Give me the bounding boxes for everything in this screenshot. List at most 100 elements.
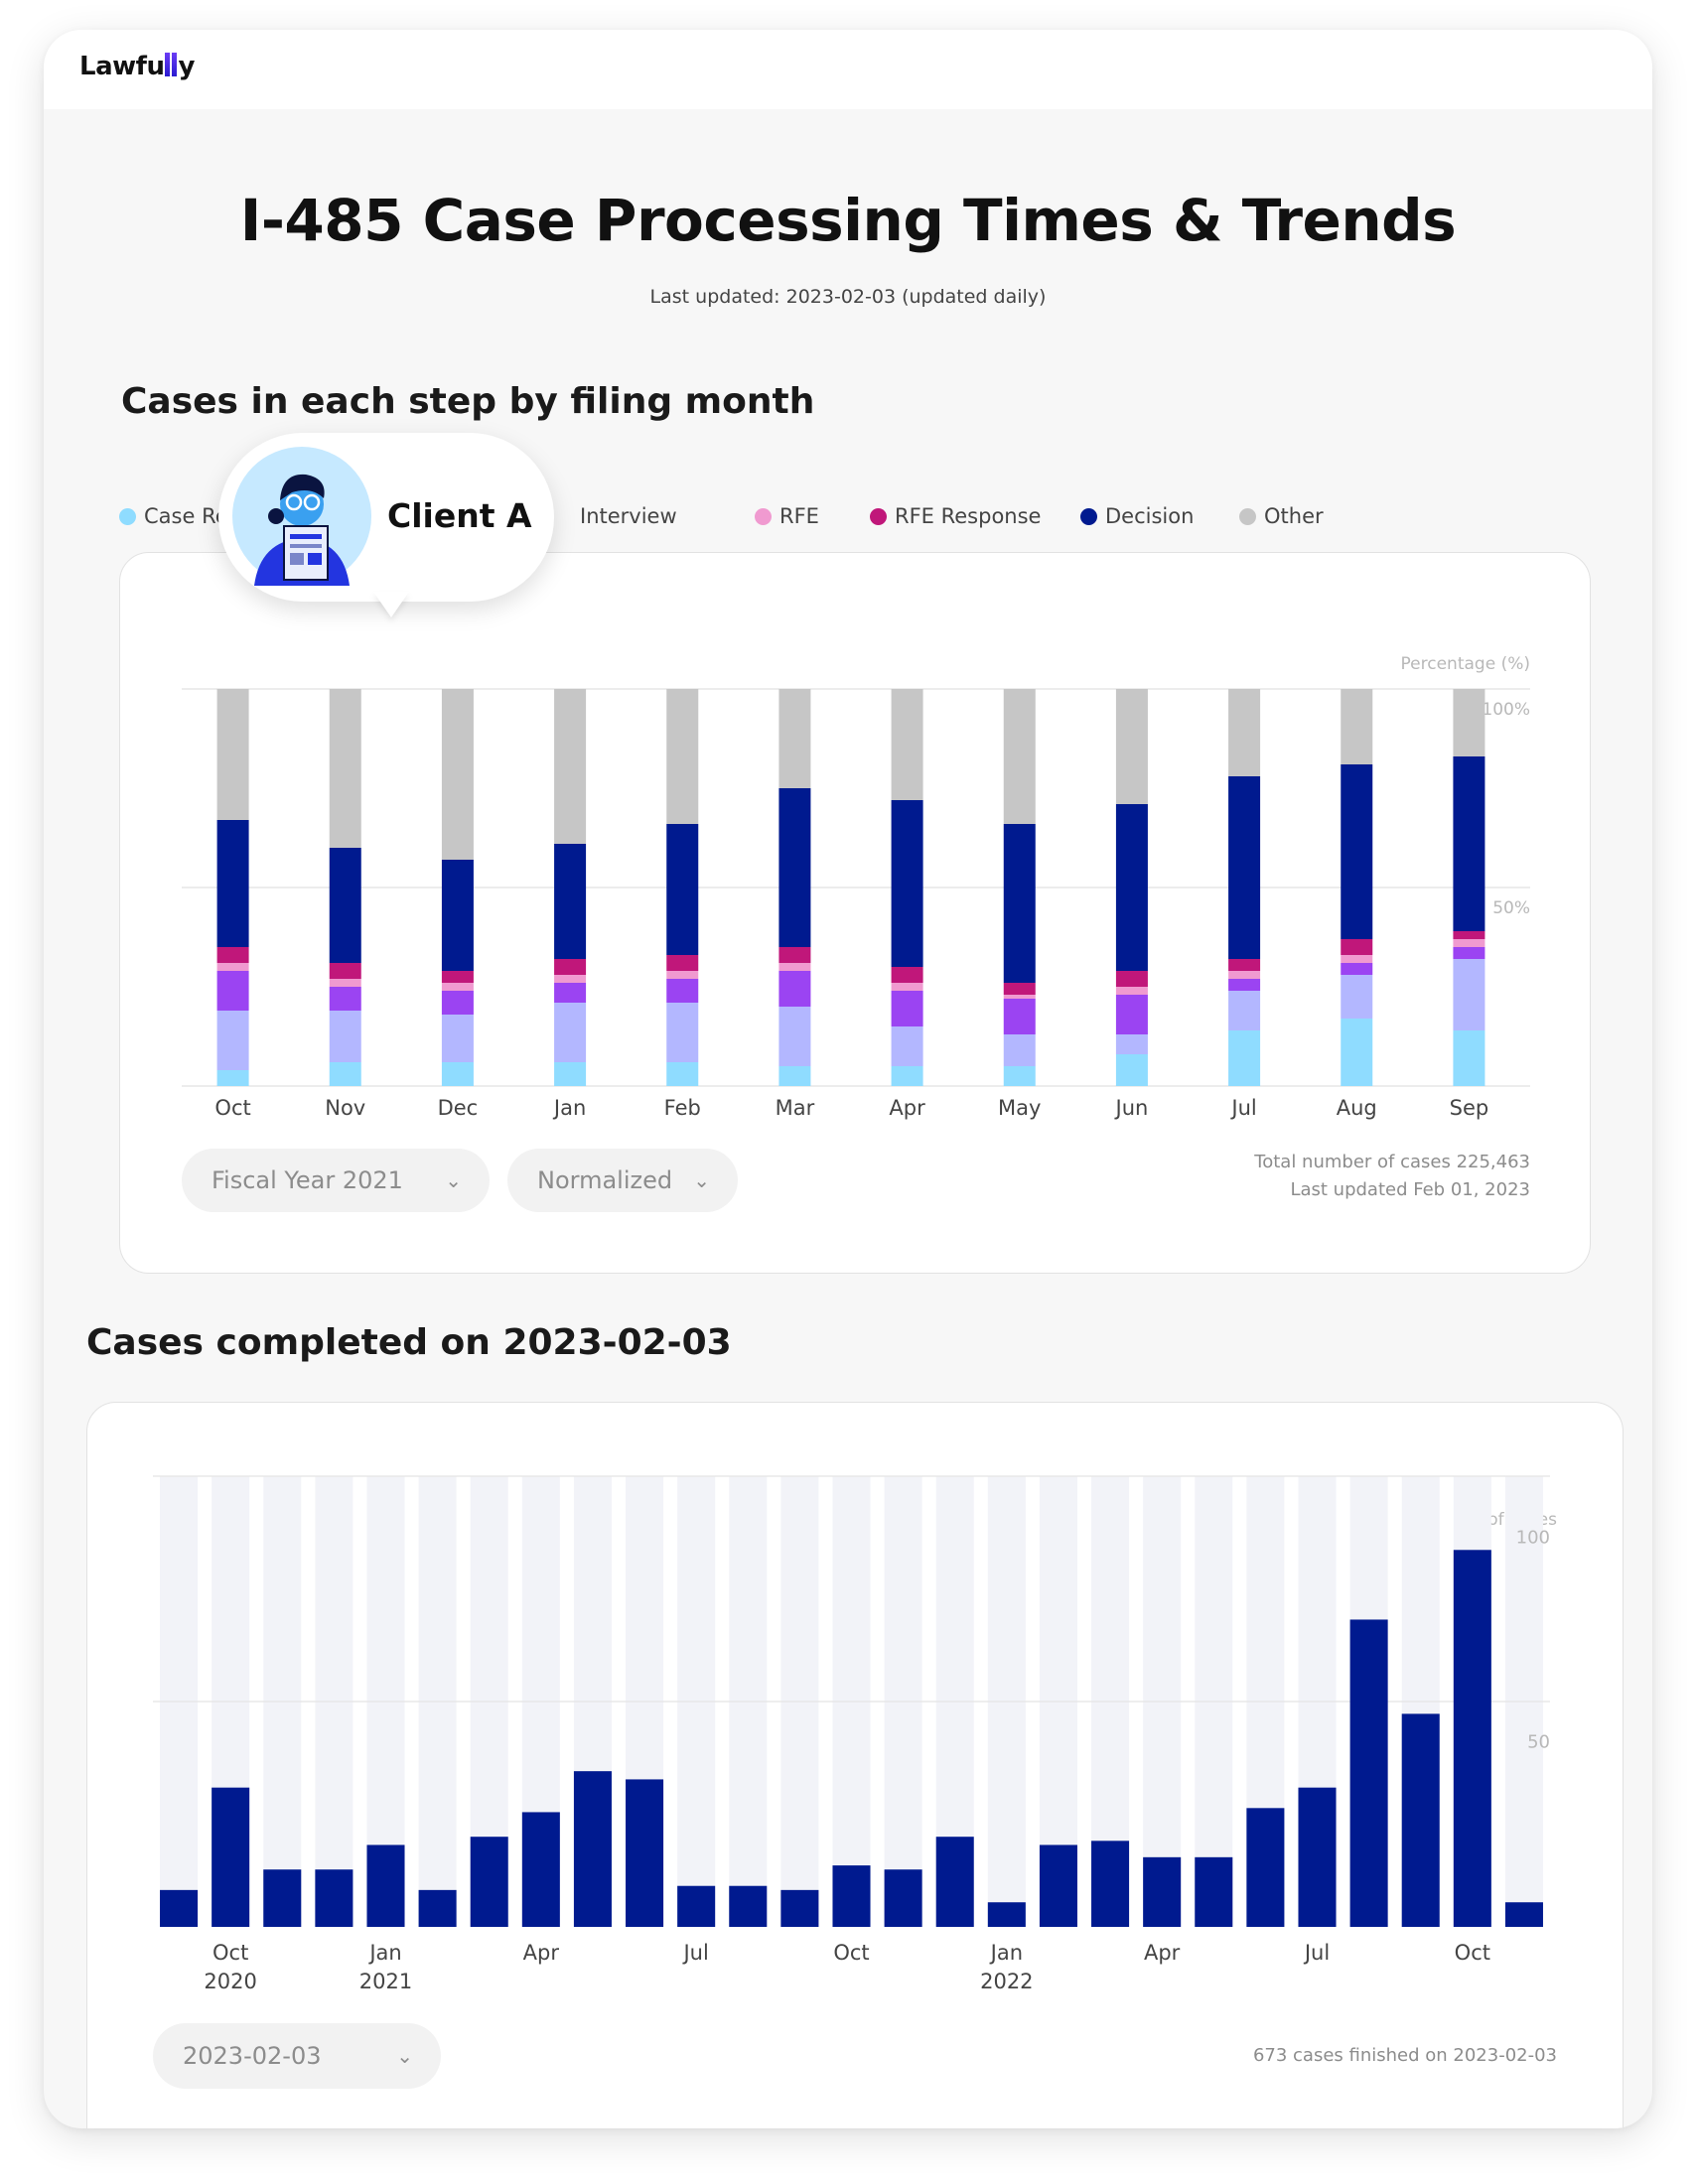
bar-segment: [329, 848, 361, 963]
bar-segment: [441, 1062, 474, 1086]
bar-segment: [666, 955, 699, 971]
x-tick-label: Sep: [1449, 1096, 1489, 1120]
normalization-dropdown[interactable]: Normalized ⌄: [507, 1149, 738, 1212]
bar-segment: [891, 800, 923, 967]
bar: [935, 1837, 974, 1927]
y-tick-label: 100: [1516, 1527, 1550, 1548]
x-tick-label: Jul: [1304, 1941, 1331, 1965]
bar-segment: [329, 963, 361, 979]
bar-segment: [666, 689, 699, 824]
bar-segment: [1228, 971, 1261, 979]
bar-segment: [1003, 689, 1036, 824]
legend-item-rfe-response[interactable]: RFE Response: [870, 504, 1041, 528]
bar-segment: [329, 1011, 361, 1062]
bar-segment: [1003, 983, 1036, 995]
bar-segment: [778, 971, 811, 1007]
bar-segment: [441, 971, 474, 983]
legend-item-decision[interactable]: Decision: [1080, 504, 1194, 528]
legend-item-interview[interactable]: Interview: [580, 504, 677, 528]
brand-logo[interactable]: Lawfu y: [79, 52, 195, 81]
bar-segment: [554, 689, 587, 844]
bar-segment: [891, 1026, 923, 1066]
date-dropdown[interactable]: 2023-02-03 ⌄: [153, 2023, 441, 2089]
legend-dot: [1239, 508, 1256, 525]
top-bar: Lawfu y: [44, 30, 1652, 109]
bar-segment: [441, 689, 474, 860]
bar-segment: [1228, 991, 1261, 1030]
page-title: I-485 Case Processing Times & Trends: [239, 187, 1457, 254]
bar-segment: [1228, 1030, 1261, 1086]
bar-segment: [329, 987, 361, 1011]
bar: [521, 1812, 560, 1927]
bar: [573, 1771, 612, 1927]
bar-segment: [1341, 963, 1373, 975]
bar-segment: [1115, 1034, 1148, 1054]
x-tick-label: Jan 2022: [980, 1941, 1034, 1993]
legend-item-other[interactable]: Other: [1239, 504, 1324, 528]
bar: [677, 1885, 716, 1927]
x-tick-label: Jul: [1231, 1096, 1257, 1120]
bar-segment: [554, 983, 587, 1003]
bar-segment: [216, 820, 249, 947]
bar-segment: [1228, 689, 1261, 776]
bar-segment: [1228, 776, 1261, 959]
bar: [1091, 1841, 1130, 1927]
x-tick-label: Nov: [325, 1096, 366, 1120]
bar-segment: [1453, 959, 1485, 1030]
bar: [1349, 1619, 1388, 1927]
x-tick-label: Apr: [1143, 1941, 1181, 1965]
bar-segment: [891, 689, 923, 800]
bar-segment: [441, 983, 474, 991]
bar-segment: [329, 979, 361, 987]
bar-segment: [1453, 931, 1485, 939]
x-tick-label: Aug: [1336, 1096, 1377, 1120]
bar-segment: [1003, 1034, 1036, 1066]
bar-segment: [1341, 1019, 1373, 1086]
bar: [366, 1844, 405, 1927]
bar-segment: [216, 1011, 249, 1070]
bar-segment: [778, 689, 811, 788]
bar-segment: [778, 963, 811, 971]
x-tick-label: Feb: [663, 1096, 701, 1120]
steps-stacked-bar-chart: 50% 100%: [182, 688, 1530, 1087]
bar-segment: [441, 991, 474, 1015]
bar-segment: [1115, 971, 1148, 987]
bar-segment: [216, 963, 249, 971]
y-tick-label: 50: [1527, 1732, 1550, 1753]
y-axis-caption: Percentage (%): [1400, 654, 1530, 674]
y-tick-label: 50%: [1492, 898, 1530, 918]
fiscal-year-dropdown[interactable]: Fiscal Year 2021 ⌄: [182, 1149, 490, 1212]
bar-segment: [778, 1007, 811, 1066]
bar: [780, 1889, 819, 1927]
client-avatar: [232, 447, 371, 586]
bar: [1504, 1902, 1543, 1927]
bar-segment: [1115, 689, 1148, 804]
x-tick-label: Jan: [553, 1096, 587, 1120]
bar-segment: [1003, 1066, 1036, 1086]
legend-dot: [1080, 508, 1097, 525]
bar: [1195, 1856, 1233, 1927]
bar-segment: [1341, 975, 1373, 1019]
steps-chart-meta: Total number of cases 225,463 Last updat…: [1254, 1149, 1530, 1204]
chevron-down-icon: ⌄: [445, 1168, 462, 1192]
bar-segment: [666, 824, 699, 955]
bar-segment: [666, 1003, 699, 1062]
x-tick-label: Mar: [775, 1096, 815, 1120]
bar-segment: [891, 983, 923, 991]
bar-segment: [441, 860, 474, 971]
completed-section-title: Cases completed on 2023-02-03: [86, 1322, 732, 1363]
bar: [832, 1865, 871, 1927]
bar-segment: [1115, 987, 1148, 995]
bar-segment: [1228, 959, 1261, 971]
cases-finished-text: 673 cases finished on 2023-02-03: [1252, 2045, 1557, 2066]
legend-item-case-received[interactable]: Case Re: [119, 504, 228, 528]
bar-segment: [1341, 689, 1373, 764]
completed-bar-chart: 50 100: [153, 1475, 1550, 1927]
bar: [315, 1869, 354, 1927]
bar-segment: [891, 1066, 923, 1086]
bar: [418, 1889, 457, 1927]
bar: [470, 1837, 508, 1927]
legend-item-rfe[interactable]: RFE: [755, 504, 819, 528]
chevron-down-icon: ⌄: [396, 2044, 413, 2068]
